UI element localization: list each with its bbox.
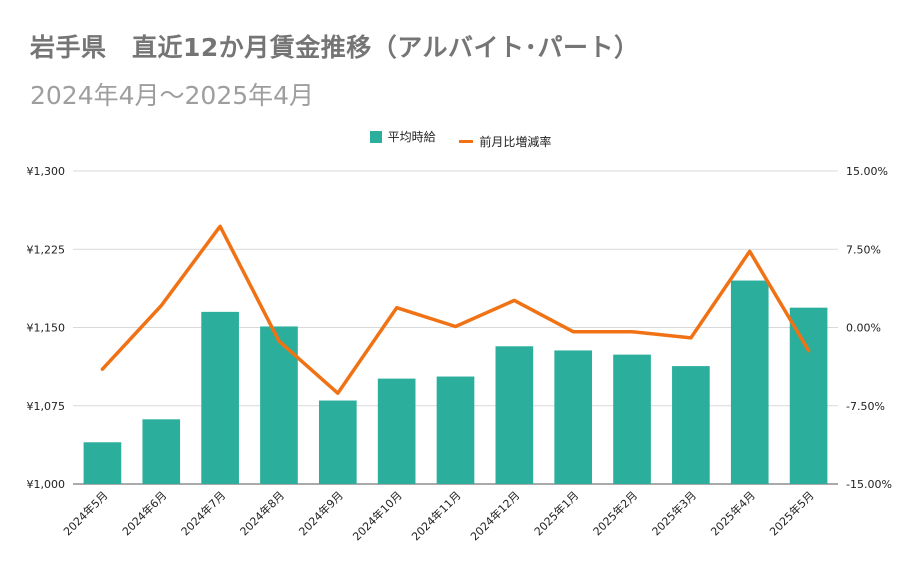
x-tick-label: 2025年1月	[531, 488, 581, 538]
bar	[318, 400, 357, 484]
bar	[613, 354, 651, 484]
y-right-tick-label: -7.50%	[846, 400, 885, 413]
bar	[201, 311, 239, 484]
y-left-tick-label: ¥1,225	[27, 243, 66, 256]
x-tick-label: 2024年8月	[237, 488, 287, 538]
legend: 平均時給 前月比増減率	[0, 128, 921, 150]
y-right-tick-label: -15.00%	[846, 478, 892, 491]
x-tick-label: 2025年3月	[649, 488, 699, 538]
bar	[730, 280, 769, 484]
bar	[260, 326, 298, 484]
y-left-tick-label: ¥1,150	[27, 322, 66, 335]
chart-title: 岩手県 直近12か月賃金推移（アルバイト･パート）	[30, 33, 640, 62]
y-left-tick-label: ¥1,000	[27, 478, 66, 491]
bar	[377, 378, 416, 484]
x-tick-label: 2024年11月	[408, 488, 463, 543]
bar	[142, 419, 181, 484]
bar	[83, 442, 122, 484]
x-tick-label: 2024年6月	[119, 488, 169, 538]
series-line	[100, 224, 811, 395]
legend-item-bar: 平均時給	[369, 128, 436, 145]
x-tick-label: 2025年5月	[766, 488, 816, 538]
legend-line-label: 前月比増減率	[479, 134, 552, 149]
y-right-tick-label: 15.00%	[846, 165, 888, 178]
y-right-tick-label: 0.00%	[846, 322, 881, 335]
chart-subtitle: 2024年4月～2025年4月	[30, 81, 315, 110]
legend-item-line: 前月比増減率	[459, 133, 551, 150]
legend-bar-label: 平均時給	[387, 130, 436, 144]
x-tick-label: 2024年5月	[60, 488, 110, 538]
legend-bar-swatch	[369, 130, 382, 143]
legend-line-swatch	[459, 139, 474, 143]
bar	[672, 366, 710, 484]
y-left-tick-label: ¥1,075	[27, 400, 66, 413]
x-tick-label: 2025年4月	[708, 488, 758, 538]
x-tick-label: 2024年12月	[467, 488, 522, 543]
bar	[789, 307, 828, 484]
x-tick-label: 2024年9月	[296, 488, 346, 538]
bar	[436, 376, 475, 484]
x-tick-label: 2025年2月	[590, 488, 640, 538]
y-right-tick-label: 7.50%	[846, 243, 881, 256]
x-tick-label: 2024年7月	[178, 488, 228, 538]
y-left-tick-label: ¥1,300	[27, 165, 66, 178]
x-tick-label: 2024年10月	[350, 488, 405, 543]
bar	[554, 350, 593, 484]
bar	[495, 346, 534, 484]
